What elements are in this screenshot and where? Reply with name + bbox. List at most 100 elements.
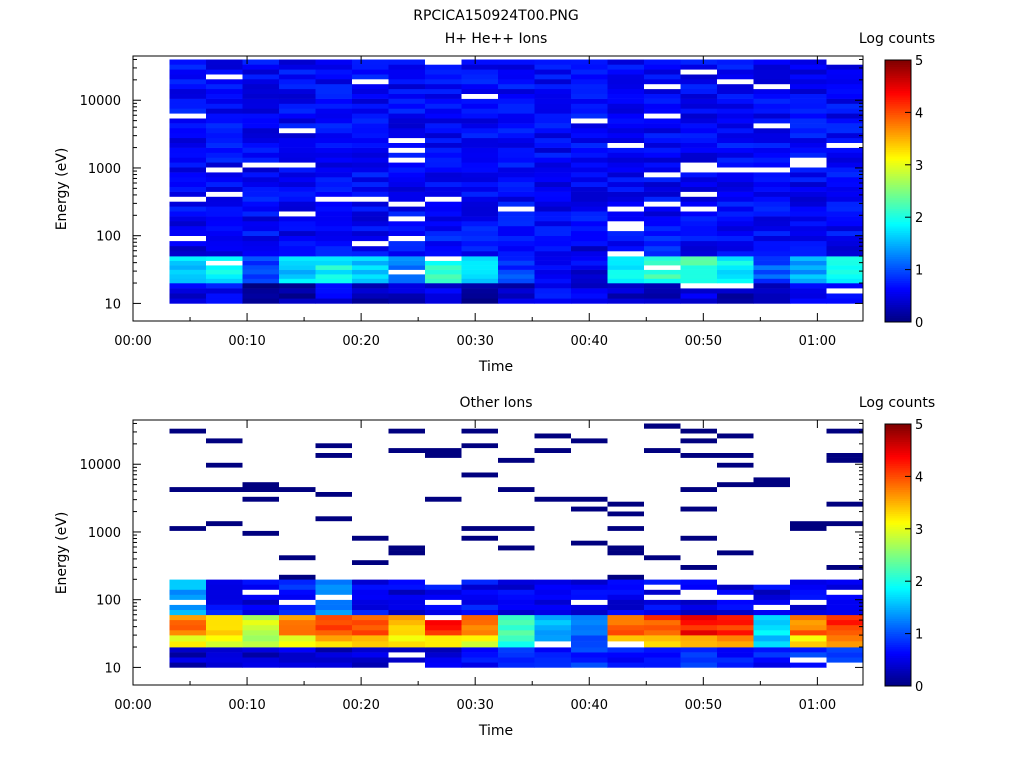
heatmap-cell — [425, 657, 462, 663]
heatmap-cell — [571, 132, 608, 139]
heatmap-cell — [169, 442, 207, 449]
heatmap-cell — [388, 293, 426, 299]
heatmap-cell — [607, 206, 645, 212]
heatmap-cell — [352, 293, 389, 299]
heatmap-cell — [644, 452, 681, 458]
heatmap-cell — [534, 293, 572, 299]
heatmap-cell — [279, 630, 316, 636]
colorbar-swatch — [885, 434, 911, 438]
heatmap-cell — [498, 288, 535, 294]
colorbar-swatch — [885, 308, 911, 312]
heatmap-cell — [425, 525, 462, 531]
heatmap-cell — [753, 647, 791, 653]
heatmap-cell — [717, 269, 754, 275]
heatmap-cell — [461, 206, 499, 212]
heatmap-cell — [644, 428, 681, 434]
heatmap-cell — [498, 265, 535, 270]
heatmap-cell — [534, 452, 572, 458]
heatmap-cell — [388, 69, 426, 75]
heatmap-cell — [279, 64, 316, 70]
heatmap-cell — [571, 574, 608, 580]
heatmap-cell — [425, 442, 462, 449]
heatmap-cell — [607, 93, 645, 99]
heatmap-cell — [279, 221, 316, 227]
colorbar-swatch — [885, 480, 911, 484]
heatmap-cell — [388, 298, 426, 304]
heatmap-cell — [498, 230, 535, 236]
heatmap-cell — [425, 123, 462, 129]
heatmap-cell — [498, 162, 535, 168]
heatmap-cell — [753, 442, 791, 449]
heatmap-cell — [680, 108, 718, 114]
heatmap-cell — [680, 69, 718, 75]
heatmap-cell — [206, 245, 243, 252]
heatmap-cell — [242, 251, 280, 257]
heatmap-cell — [826, 574, 864, 580]
heatmap-cell — [534, 433, 572, 439]
heatmap-cell — [680, 619, 718, 626]
heatmap-cell — [644, 535, 681, 541]
colorbar-swatch — [885, 576, 911, 580]
heatmap-cell — [790, 555, 827, 561]
colorbar-swatch — [885, 528, 911, 532]
heatmap-cell — [315, 491, 353, 497]
heatmap-cell — [790, 516, 827, 522]
heatmap-cell — [206, 472, 243, 478]
heatmap-cell — [242, 442, 280, 449]
heatmap-cell — [315, 520, 353, 527]
heatmap-cell — [607, 225, 645, 232]
heatmap-cell — [242, 113, 280, 119]
heatmap-cell — [717, 609, 754, 616]
heatmap-cell — [352, 428, 389, 434]
heatmap-cell — [206, 269, 243, 275]
heatmap-cell — [169, 481, 207, 488]
heatmap-cell — [388, 128, 426, 134]
heatmap-cell — [534, 438, 572, 444]
colorbar-swatch — [885, 180, 911, 183]
heatmap-cell — [607, 235, 645, 242]
colorbar-swatch — [885, 648, 911, 652]
heatmap-cell — [717, 574, 754, 580]
heatmap-cell — [717, 157, 754, 163]
heatmap-cell — [461, 167, 499, 173]
colorbar-swatch — [885, 456, 911, 460]
heatmap-cell — [571, 540, 608, 546]
heatmap-cell — [644, 260, 681, 266]
colorbar-swatch — [885, 243, 911, 247]
heatmap-cell — [206, 511, 243, 517]
heatmap-cell — [571, 550, 608, 556]
heatmap-cell — [279, 191, 316, 197]
heatmap-cell — [315, 142, 353, 148]
heatmap-cell — [644, 624, 681, 631]
heatmap-cell — [425, 569, 462, 575]
heatmap-cell — [242, 235, 280, 242]
heatmap-cell — [206, 103, 243, 109]
heatmap-cell — [169, 462, 207, 468]
heatmap-cell — [571, 225, 608, 232]
heatmap-cell — [425, 69, 462, 75]
heatmap-cell — [717, 283, 754, 289]
heatmap-cell — [717, 265, 754, 270]
colorbar-swatch — [885, 84, 911, 87]
heatmap-cell — [425, 530, 462, 536]
heatmap-cell — [534, 225, 572, 232]
heatmap-cell — [607, 516, 645, 522]
heatmap-cell — [461, 260, 499, 266]
heatmap-cell — [790, 564, 827, 570]
heatmap-cell — [534, 240, 572, 247]
heatmap-cell — [753, 235, 791, 242]
heatmap-cell — [644, 83, 681, 90]
heatmap-cell — [169, 457, 207, 463]
heatmap-cell — [644, 438, 681, 444]
heatmap-cell — [534, 486, 572, 492]
heatmap-cell — [425, 245, 462, 252]
heatmap-cell — [607, 457, 645, 463]
heatmap-cell — [826, 147, 864, 153]
heatmap-cell — [352, 142, 389, 148]
heatmap-cell — [388, 137, 426, 143]
heatmap-cell — [644, 609, 681, 616]
heatmap-cell — [425, 265, 462, 270]
colorbar-swatch — [885, 60, 911, 63]
heatmap-cell — [461, 594, 499, 600]
heatmap-cell — [461, 69, 499, 75]
